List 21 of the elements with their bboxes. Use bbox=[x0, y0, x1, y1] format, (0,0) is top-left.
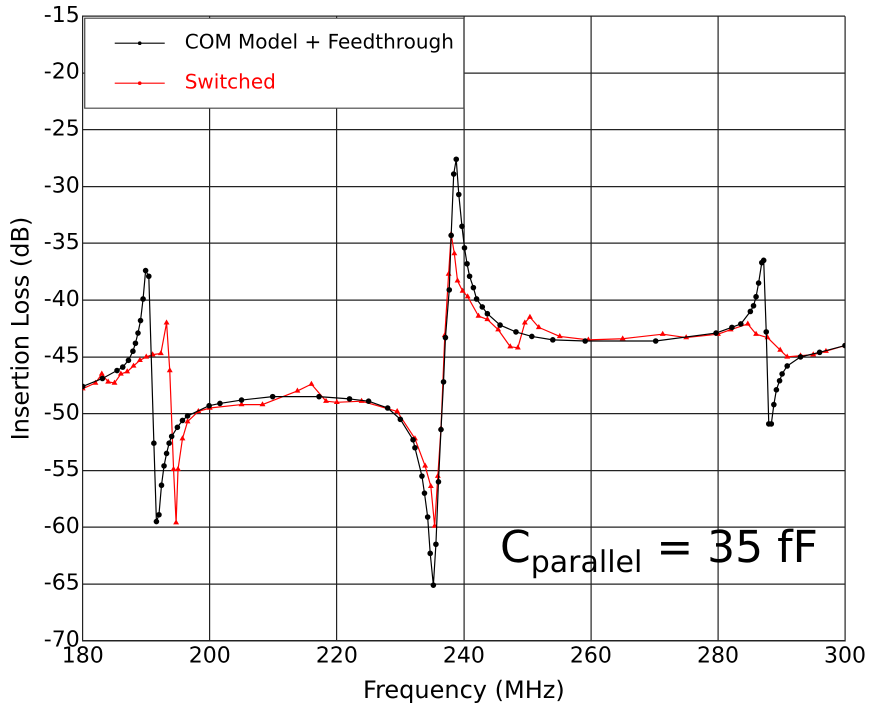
x-axis-title: Frequency (MHz) bbox=[363, 676, 565, 704]
legend-label: Switched bbox=[184, 69, 276, 94]
y-tick-label: -40 bbox=[44, 286, 80, 312]
y-tick-label: -15 bbox=[44, 2, 80, 28]
y-tick-label: -60 bbox=[44, 514, 80, 539]
x-tick-label: 220 bbox=[316, 644, 358, 669]
legend-label: COM Model + Feedthrough bbox=[184, 29, 454, 54]
x-tick-label: 240 bbox=[442, 644, 485, 669]
y-tick-label: -50 bbox=[44, 400, 80, 426]
x-tick-label: 260 bbox=[570, 644, 612, 669]
y-tick-label: -55 bbox=[44, 457, 80, 482]
x-tick-label: 280 bbox=[696, 644, 739, 669]
x-tick-label: 200 bbox=[188, 644, 231, 669]
y-tick-label: -65 bbox=[44, 570, 80, 596]
y-axis-title: Insertion Loss (dB) bbox=[6, 216, 35, 440]
y-tick-label: -25 bbox=[44, 116, 80, 142]
x-tick-label: 300 bbox=[824, 644, 866, 669]
y-tick-label: -35 bbox=[44, 230, 80, 256]
y-tick-label: -20 bbox=[44, 60, 80, 85]
y-tick-label: -45 bbox=[44, 344, 80, 369]
y-tick-label: -30 bbox=[44, 173, 80, 198]
